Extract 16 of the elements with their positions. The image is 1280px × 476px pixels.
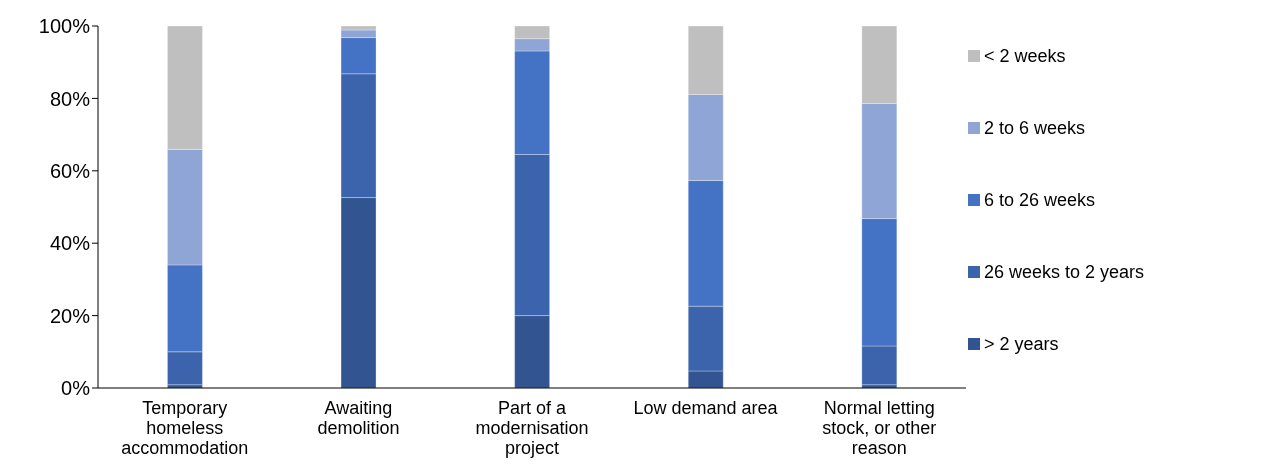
y-tick-label: 80%: [49, 87, 91, 110]
x-tick-label: Normal letting stock, or other reason: [822, 398, 937, 458]
legend-label: > 2 years: [984, 333, 1059, 355]
x-tick-label: Low demand area: [633, 398, 779, 418]
legend-label: < 2 weeks: [984, 45, 1066, 67]
y-tick-label: 20%: [49, 304, 91, 327]
y-tick-label: 100%: [38, 15, 91, 38]
y-tick-label: 0%: [61, 377, 91, 400]
y-tick-label: 60%: [49, 159, 91, 182]
x-tick-label: Part of a modernisation project: [475, 398, 589, 458]
x-tick-label: Awaiting demolition: [317, 398, 400, 438]
legend-label: 26 weeks to 2 years: [984, 261, 1145, 283]
x-tick-label: Temporary homeless accommodation: [121, 398, 249, 458]
legend-label: 6 to 26 weeks: [984, 189, 1096, 211]
y-tick-label: 40%: [49, 232, 91, 255]
legend-label: 2 to 6 weeks: [984, 117, 1086, 139]
